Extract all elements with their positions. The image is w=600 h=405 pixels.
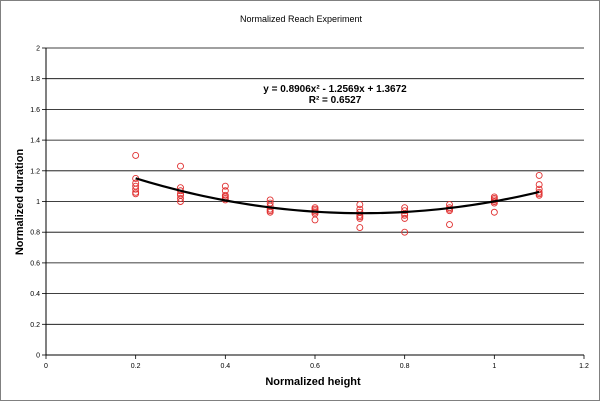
x-tick-label: 0 xyxy=(44,363,48,370)
y-tick-label: 1.2 xyxy=(30,168,40,175)
data-point xyxy=(132,190,140,198)
data-point xyxy=(490,208,498,216)
gridlines xyxy=(46,47,584,325)
y-tick-label: 0.8 xyxy=(30,230,40,237)
data-point xyxy=(356,214,364,222)
x-tick-label: 0.2 xyxy=(131,363,141,370)
y-tick-label: 1.6 xyxy=(30,107,40,114)
data-point xyxy=(177,194,184,202)
x-tick-label: 1 xyxy=(492,363,496,370)
y-tick-label: 2 xyxy=(36,46,40,53)
trendline-equation: y = 0.8906x² - 1.2569x + 1.3672 xyxy=(263,84,407,95)
data-point xyxy=(535,181,543,189)
x-tick-label: 0.6 xyxy=(310,363,320,370)
data-point xyxy=(446,221,453,228)
data-point xyxy=(266,208,274,216)
y-tick-labels: 0 0.2 0.4 0.6 0.8 1 1.2 1.4 1.6 1.8 2 xyxy=(30,46,46,360)
trendline-r-squared: R² = 0.6527 xyxy=(309,95,362,106)
chart-title: Normalized Reach Experiment xyxy=(240,14,363,24)
y-tick-label: 0.4 xyxy=(30,291,40,298)
x-axis-label: Normalized height xyxy=(265,376,361,388)
data-point xyxy=(177,162,184,170)
y-tick-label: 0.2 xyxy=(30,322,40,329)
data-point xyxy=(535,171,543,179)
trendline xyxy=(135,177,540,215)
data-point xyxy=(356,201,364,209)
data-point xyxy=(311,216,319,224)
x-tick-label: 0.8 xyxy=(400,363,410,370)
data-point xyxy=(401,214,409,222)
x-tick-labels: 0 0.2 0.4 0.6 0.8 1 1.2 xyxy=(44,355,589,370)
x-tick-label: 1.2 xyxy=(579,363,589,370)
data-point xyxy=(132,185,140,193)
y-tick-label: 1.8 xyxy=(30,76,40,83)
y-tick-label: 0.6 xyxy=(30,260,40,267)
data-point xyxy=(221,182,229,190)
y-tick-label: 1 xyxy=(36,199,40,206)
y-axis-label: Normalized duration xyxy=(14,149,26,256)
data-point xyxy=(401,228,409,236)
data-point xyxy=(132,151,140,159)
y-tick-label: 0 xyxy=(36,353,40,360)
data-point xyxy=(177,198,184,205)
y-tick-label: 1.4 xyxy=(30,138,40,145)
data-point xyxy=(356,224,364,232)
data-point xyxy=(490,199,498,207)
x-tick-label: 0.4 xyxy=(220,363,230,370)
